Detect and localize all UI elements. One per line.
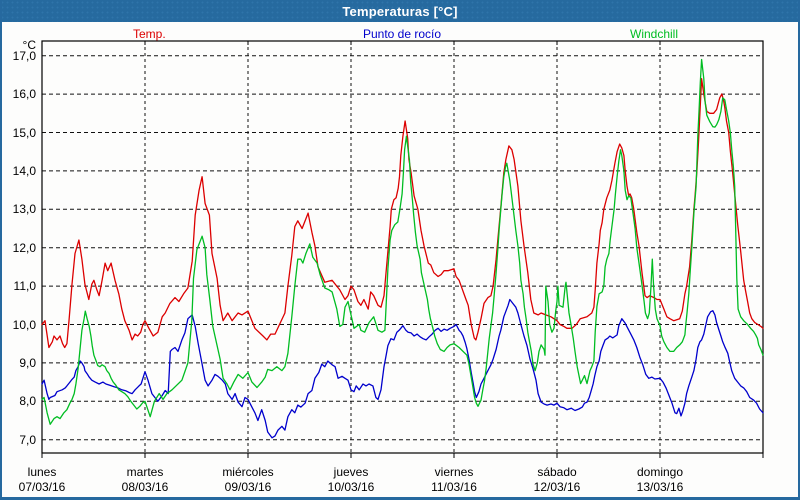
legend-item-temp: Temp. <box>133 27 166 41</box>
y-axis-label: 7,0 <box>19 432 36 447</box>
y-axis-label: 16,0 <box>12 87 36 102</box>
day-name: domingo <box>636 465 684 479</box>
legend-item-windchill: Windchill <box>629 27 679 41</box>
x-axis-day-label: viernes 11/03/16 <box>399 465 509 495</box>
y-axis-label: 14,0 <box>12 163 36 178</box>
y-axis-label: 15,0 <box>12 125 36 140</box>
day-date: 07/03/16 <box>18 480 66 494</box>
day-date: 11/03/16 <box>431 480 477 494</box>
series-line-temp <box>41 78 764 349</box>
day-date: 10/03/16 <box>327 480 375 494</box>
day-date: 09/03/16 <box>224 480 272 494</box>
day-date: 13/03/16 <box>636 480 684 494</box>
x-axis-day-label: miércoles 09/03/16 <box>193 465 303 495</box>
legend-item-dew-point: Punto de rocío <box>362 27 442 41</box>
series-line-dew-point <box>41 298 764 439</box>
y-axis-label: 13,0 <box>12 202 36 217</box>
y-axis-label: 11,0 <box>13 279 36 294</box>
day-date: 12/03/16 <box>533 480 581 494</box>
y-axis-label: 17,0 <box>12 48 36 63</box>
plot-border <box>41 40 764 454</box>
y-axis-label: 10,0 <box>12 317 36 332</box>
day-name: martes <box>126 465 164 479</box>
x-axis-day-label: lunes 07/03/16 <box>2 465 97 495</box>
day-name: miércoles <box>222 465 274 479</box>
day-name: jueves <box>333 465 369 479</box>
day-name: viernes <box>434 465 474 479</box>
x-axis-day-label: domingo 13/03/16 <box>605 465 715 495</box>
title-bar: Temperaturas [°C] <box>2 0 798 22</box>
day-name: sábado <box>537 465 577 479</box>
x-axis-day-label: martes 08/03/16 <box>90 465 200 495</box>
series-line-windchill <box>41 58 764 425</box>
day-date: 08/03/16 <box>121 480 169 494</box>
y-axis-label: 8,0 <box>19 394 36 409</box>
x-axis-day-label: sábado 12/03/16 <box>502 465 612 495</box>
day-name: lunes <box>27 465 57 479</box>
y-axis-label: 12,0 <box>12 240 36 255</box>
x-axis-day-label: jueves 10/03/16 <box>296 465 406 495</box>
y-axis-unit-label: °C <box>22 38 36 52</box>
window-title: Temperaturas [°C] <box>342 3 458 19</box>
y-axis-label: 9,0 <box>19 355 36 370</box>
